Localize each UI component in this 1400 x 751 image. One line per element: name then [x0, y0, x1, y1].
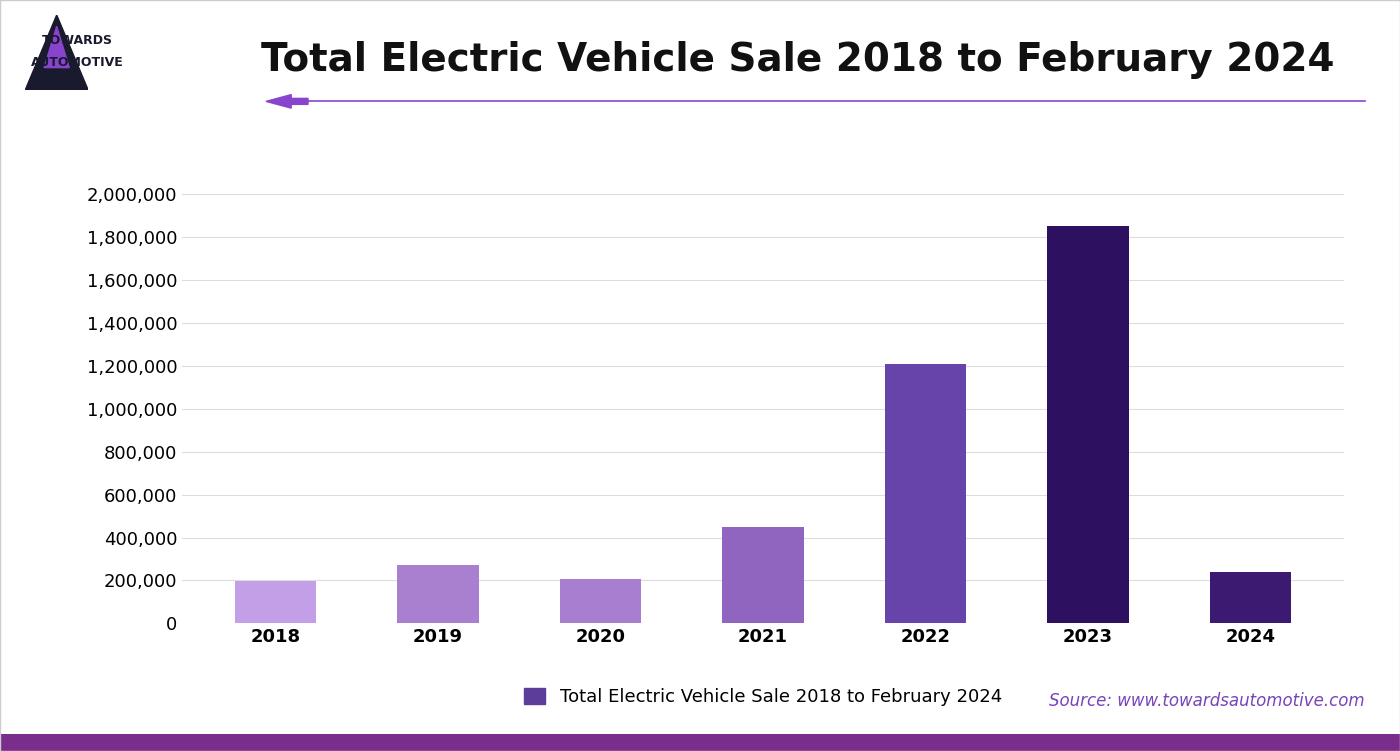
Bar [1047, 226, 1128, 623]
Polygon shape [25, 15, 88, 90]
Text: Total Electric Vehicle Sale 2018 to February 2024: Total Electric Vehicle Sale 2018 to Febr… [262, 41, 1334, 80]
Text: Source: www.towardsautomotive.com: Source: www.towardsautomotive.com [1050, 692, 1365, 710]
Bar [885, 363, 966, 623]
Text: AUTOMOTIVE: AUTOMOTIVE [31, 56, 123, 69]
Bar [722, 526, 804, 623]
Bar [560, 579, 641, 623]
Bar [398, 566, 479, 623]
Legend: Total Electric Vehicle Sale 2018 to February 2024: Total Electric Vehicle Sale 2018 to Febr… [517, 680, 1009, 713]
Bar [1210, 572, 1291, 623]
Polygon shape [43, 26, 69, 68]
Bar [235, 581, 316, 623]
Text: TOWARDS: TOWARDS [42, 34, 112, 47]
